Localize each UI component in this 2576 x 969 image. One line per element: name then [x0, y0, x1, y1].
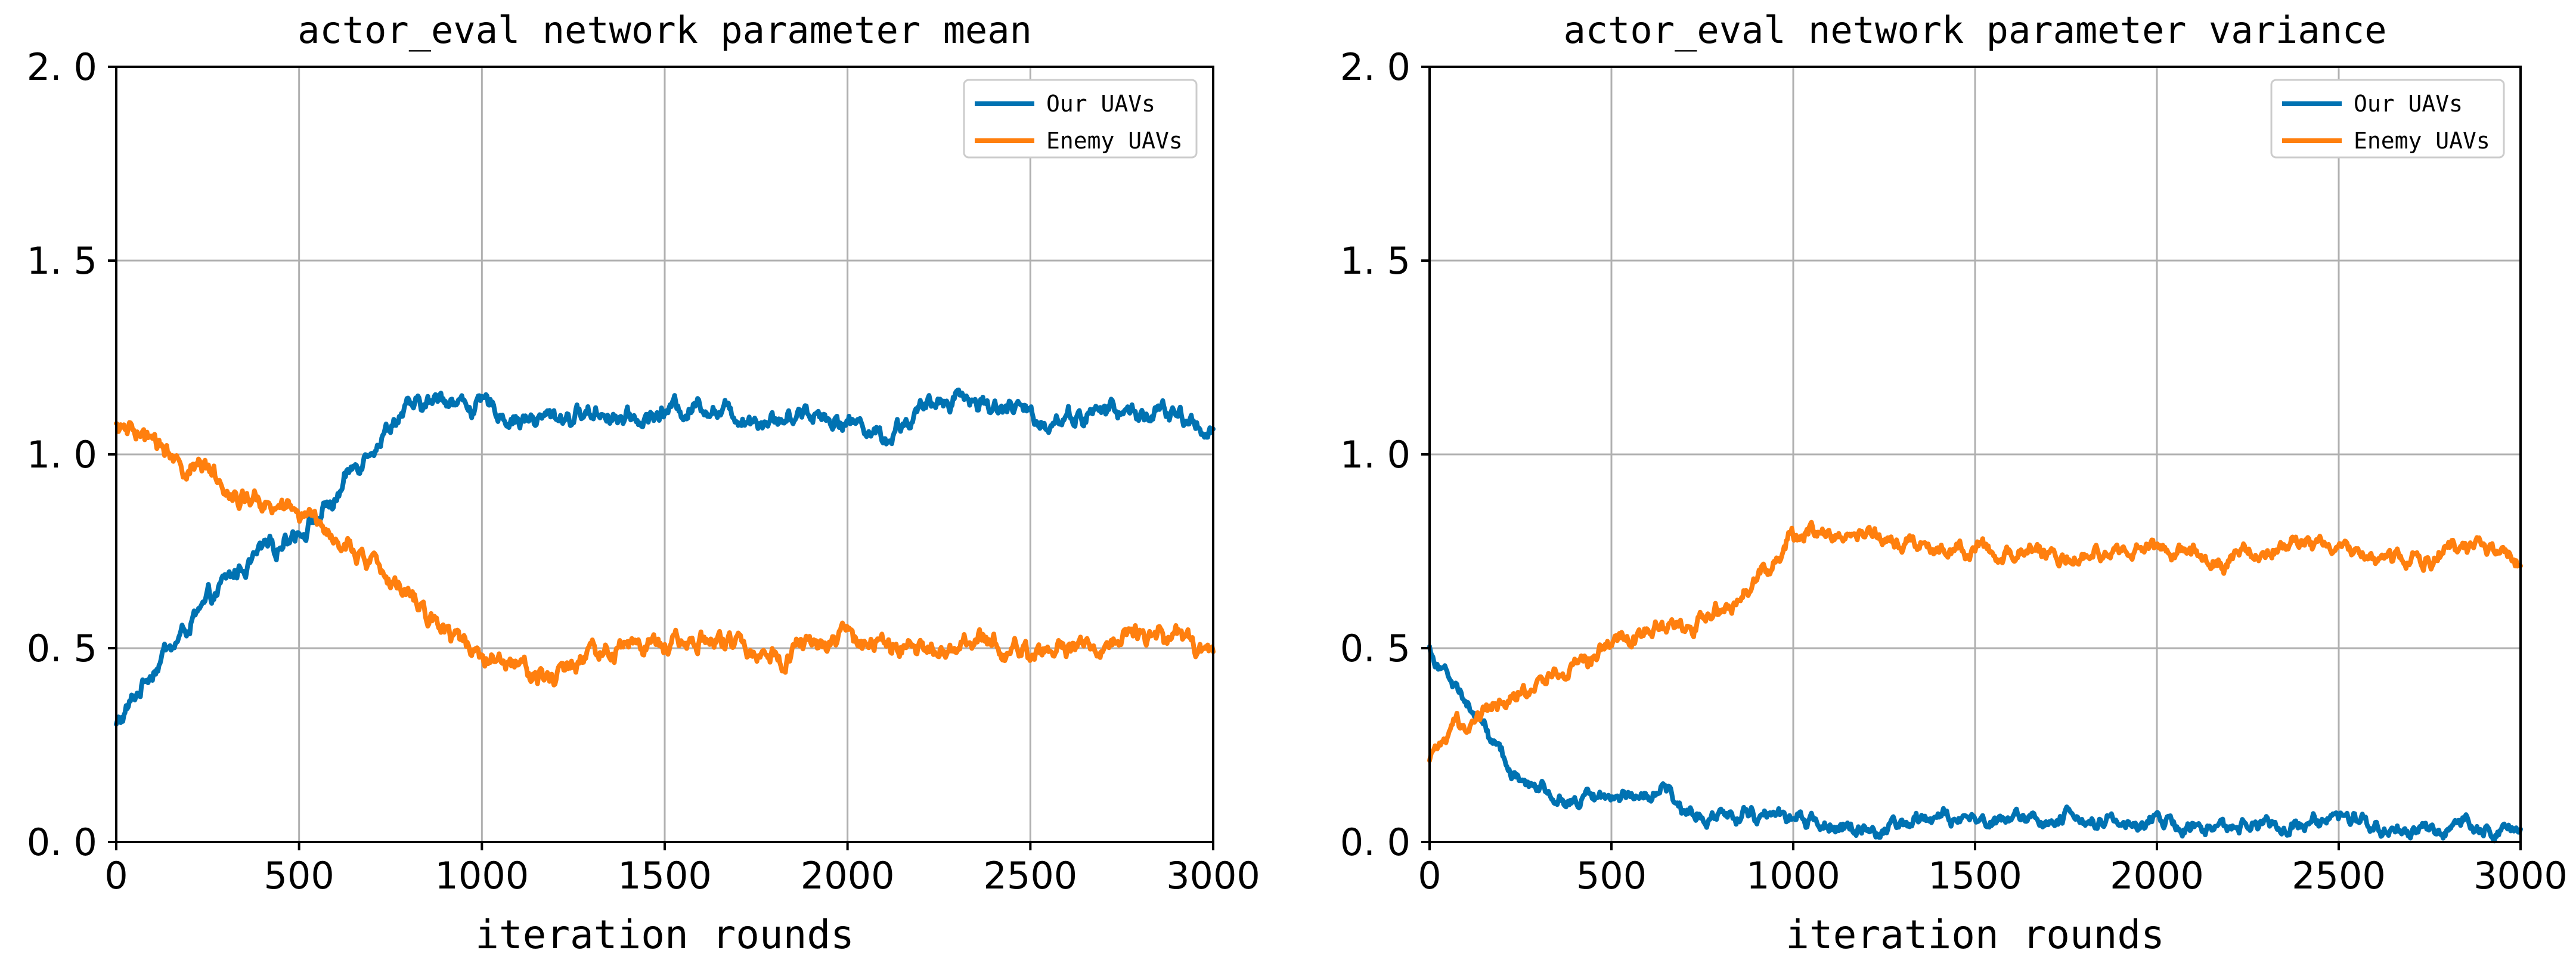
- series-layer: [1427, 519, 2523, 844]
- x-axis-label: iteration rounds: [1785, 912, 2165, 958]
- chart-mean-panel: actor_eval network parameter mean 0 500 10…: [27, 8, 1260, 958]
- x-tick-label: 2000: [2110, 854, 2204, 897]
- x-tick-label: 1500: [1928, 854, 2022, 897]
- series-line-enemy-uavs: [114, 420, 1216, 688]
- x-tick-label: 1000: [435, 854, 529, 897]
- x-tick-label: 3000: [1166, 854, 1260, 897]
- x-tick-label: 0: [104, 854, 128, 897]
- y-tick-label: 1. 0: [1340, 433, 1411, 476]
- chart-title: actor_eval network parameter mean: [297, 8, 1032, 52]
- chart-title: actor_eval network parameter variance: [1563, 8, 2386, 52]
- chart-variance-panel: actor_eval network parameter variance 0 5…: [1340, 8, 2568, 958]
- x-tick-label: 1500: [618, 854, 712, 897]
- x-tick-label: 2500: [2292, 854, 2386, 897]
- x-tick-label: 500: [264, 854, 334, 897]
- x-tick-label: 0: [1418, 854, 1441, 897]
- y-tick-label: 2. 0: [27, 45, 97, 89]
- legend-box: [2270, 79, 2505, 159]
- y-axis: 0. 0 0. 5 1. 0 1. 5 2. 0: [1340, 45, 1430, 864]
- legend-label: Our UAVs: [2354, 91, 2463, 117]
- y-tick-label: 0. 0: [27, 821, 97, 864]
- series-layer: [114, 387, 1216, 727]
- x-tick-label: 3000: [2473, 854, 2568, 897]
- y-tick-label: 0. 0: [1340, 821, 1411, 864]
- legend-label: Enemy UAVs: [2354, 128, 2490, 154]
- y-tick-label: 1. 0: [27, 433, 97, 476]
- legend-label: Enemy UAVs: [1046, 128, 1183, 154]
- x-tick-label: 500: [1576, 854, 1647, 897]
- y-tick-label: 1. 5: [1340, 239, 1411, 283]
- series-line-our-uavs: [114, 387, 1216, 727]
- series-line-enemy-uavs: [1427, 519, 2523, 763]
- x-axis: 0 500 1000 1500 2000 2500 3000: [1418, 842, 2568, 897]
- legend-box: [963, 79, 1198, 159]
- y-tick-label: 2. 0: [1340, 45, 1411, 89]
- legend-label: Our UAVs: [1046, 91, 1155, 117]
- legend: Our UAVs Enemy UAVs: [963, 79, 1198, 159]
- x-axis-label: iteration rounds: [475, 912, 854, 958]
- gridlines: [1428, 66, 2522, 843]
- y-tick-label: 0. 5: [27, 627, 97, 670]
- y-tick-label: 0. 5: [1340, 627, 1411, 670]
- x-tick-label: 2000: [801, 854, 895, 897]
- x-tick-label: 1000: [1746, 854, 1840, 897]
- legend: Our UAVs Enemy UAVs: [2270, 79, 2505, 159]
- y-axis: 0. 0 0. 5 1. 0 1. 5 2. 0: [27, 45, 116, 864]
- x-axis: 0 500 1000 1500 2000 2500 3000: [104, 842, 1260, 897]
- gridlines: [115, 66, 1214, 843]
- series-line-our-uavs: [1427, 644, 2523, 844]
- x-tick-label: 2500: [983, 854, 1077, 897]
- y-tick-label: 1. 5: [27, 239, 97, 283]
